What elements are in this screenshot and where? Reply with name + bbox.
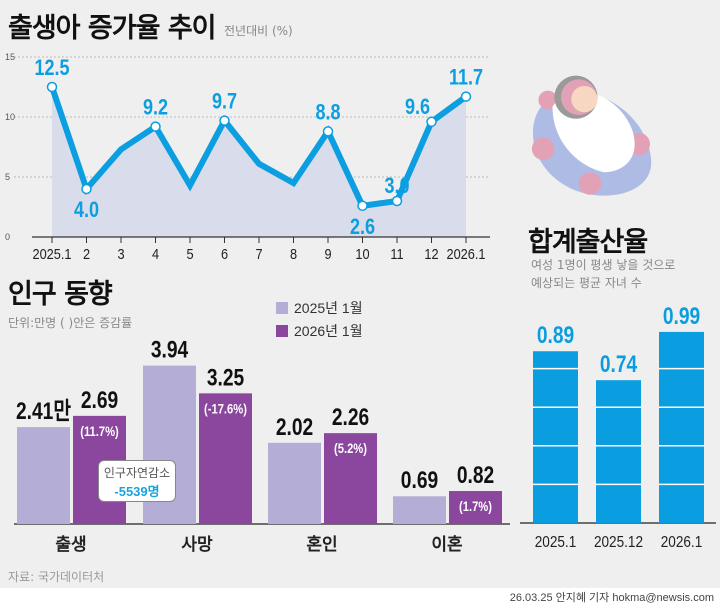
bar-value-label: 0.99 <box>663 302 700 330</box>
category-label: 2026.1 <box>661 534 703 551</box>
category-label: 이혼 <box>431 534 463 554</box>
fertility-chart-subtitle-1: 여성 1명이 평생 낳을 것으로 <box>531 258 676 272</box>
legend-swatch <box>276 325 288 337</box>
x-tick-label: 11 <box>390 245 403 262</box>
bar-value-label: 2.26 <box>332 403 369 431</box>
bar-chart-subtitle: 단위:만명 ( )안은 증감률 <box>8 316 133 330</box>
x-tick-label: 2 <box>83 245 90 262</box>
data-label: 4.0 <box>74 198 99 222</box>
bar-value-label: 2.02 <box>276 413 313 441</box>
line-chart-subtitle: 전년대비 (%) <box>224 24 293 38</box>
data-point <box>150 121 161 132</box>
bar-change-label: (1.7%) <box>459 499 492 514</box>
data-label: 12.5 <box>34 56 69 80</box>
bar <box>533 351 578 523</box>
data-label: 9.7 <box>212 90 237 114</box>
legend-swatch <box>276 302 288 314</box>
data-label: 2.6 <box>350 215 375 239</box>
bar <box>199 393 252 524</box>
bar-change-label: (11.7%) <box>80 424 119 439</box>
bar <box>596 380 641 523</box>
callout-title: 인구자연감소 <box>103 466 171 480</box>
fertility-chart-subtitle-2: 예상되는 평균 자녀 수 <box>531 276 642 290</box>
data-point <box>81 183 92 195</box>
bar-value-label: 2.69 <box>81 386 118 414</box>
x-tick-label: 4 <box>152 245 159 262</box>
category-label: 2025.1 <box>535 534 577 551</box>
footer: 26.03.25 안지혜 기자 hokma@newsis.com <box>0 588 720 604</box>
data-label: 11.7 <box>449 66 483 90</box>
x-tick-label: 3 <box>117 245 124 262</box>
bar-value-label: 2.41만 <box>16 397 71 425</box>
population-bar-chart: 2.41만 2.69 (11.7%) 출생 3.94 3.25 (-17.6%) 사망 2.02… <box>14 336 510 554</box>
legend-label: 2025년 1월 <box>294 300 363 316</box>
category-label: 혼인 <box>306 534 337 554</box>
legend-item-2025: 2025년 1월 <box>276 298 363 318</box>
data-label: 9.6 <box>405 95 430 119</box>
data-point <box>322 126 334 137</box>
bar <box>324 433 377 524</box>
y-tick-label: 15 <box>5 52 15 62</box>
bar-value-label: 0.74 <box>600 350 637 378</box>
bar <box>268 442 321 524</box>
data-point <box>46 81 58 93</box>
bar-value-label: 0.82 <box>457 461 494 489</box>
line-chart-title: 출생아 증가율 추이 <box>8 13 217 44</box>
x-tick-label: 12 <box>424 245 438 262</box>
bar-value-label: 3.25 <box>207 363 244 391</box>
area-fill <box>52 87 466 237</box>
fertility-bar-chart: 0.89 2025.1 0.74 2025.12 0.99 2026.1 <box>520 302 716 551</box>
natural-decrease-callout: 인구자연감소 -5539명 <box>98 460 176 502</box>
x-tick-label: 2026.1 <box>447 245 486 262</box>
data-label: 9.2 <box>143 96 168 120</box>
line-chart: 0 5 10 15 2025.1 2 3 4 5 6 7 8 9 10 11 12 2026.1 12.5 4.0 9… <box>5 52 490 262</box>
x-tick-label: 8 <box>290 245 297 262</box>
x-tick-label: 6 <box>221 245 228 262</box>
legend-item-2026: 2026년 1월 <box>276 321 363 341</box>
bar <box>17 427 70 524</box>
data-point <box>460 91 472 102</box>
y-tick-label: 0 <box>5 232 10 242</box>
y-tick-label: 10 <box>5 112 15 122</box>
x-tick-label: 5 <box>186 245 193 262</box>
callout-value: -5539명 <box>114 484 160 499</box>
data-point <box>357 200 368 212</box>
x-tick-label: 2025.1 <box>33 245 72 262</box>
bar <box>449 491 502 524</box>
bar <box>393 496 446 524</box>
bar-value-label: 0.89 <box>537 321 574 349</box>
category-label: 2025.12 <box>594 534 643 551</box>
bar-chart-title: 인구 동향 <box>8 279 113 310</box>
source-note: 자료: 국가데이터처 <box>8 570 105 584</box>
x-tick-label: 7 <box>255 245 262 262</box>
legend-label: 2026년 1월 <box>294 323 363 339</box>
credit: 26.03.25 안지혜 기자 hokma@newsis.com <box>509 592 714 604</box>
data-point <box>219 115 230 126</box>
data-point <box>426 116 437 128</box>
fertility-chart-title: 합계출산율 <box>528 227 648 258</box>
data-label: 8.8 <box>315 101 340 125</box>
category-label: 출생 <box>55 535 86 554</box>
bar-value-label: 0.69 <box>401 466 438 494</box>
bar-change-label: (-17.6%) <box>204 401 247 416</box>
data-point <box>391 195 403 207</box>
data-label: 3.0 <box>384 174 409 198</box>
bar-change-label: (5.2%) <box>334 441 367 456</box>
category-label: 사망 <box>181 535 213 554</box>
x-tick-label: 10 <box>355 245 369 262</box>
bar <box>659 331 704 523</box>
x-tick-label: 9 <box>324 245 331 262</box>
bar-value-label: 3.94 <box>151 336 188 364</box>
y-tick-label: 5 <box>5 172 10 182</box>
baby-illustration <box>531 75 652 196</box>
